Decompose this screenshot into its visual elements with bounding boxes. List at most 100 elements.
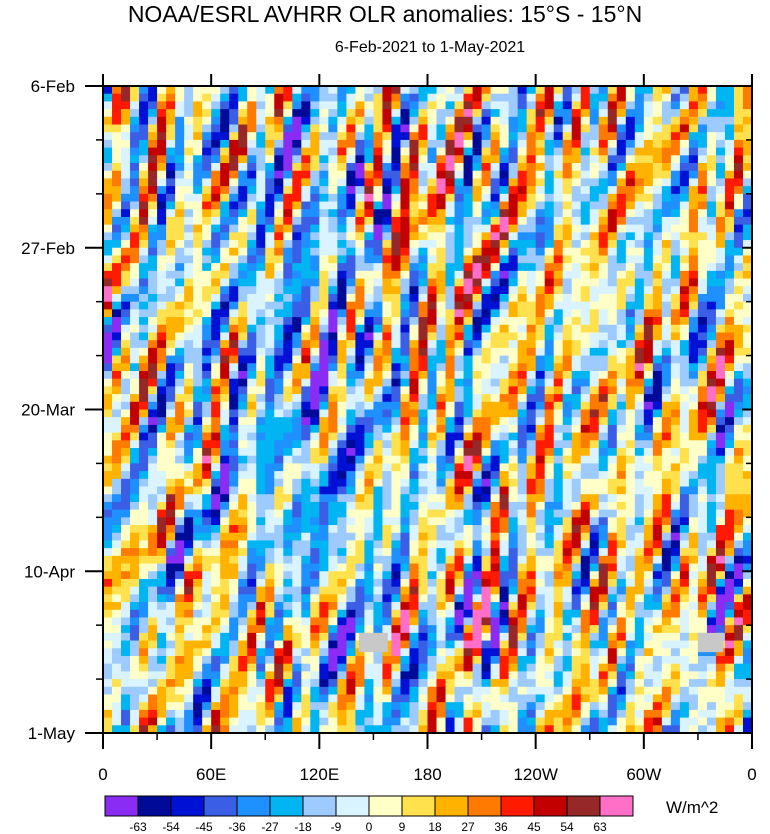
field-cell [598, 132, 609, 141]
field-cell [643, 240, 654, 249]
field-cell [202, 455, 212, 465]
field-cell [148, 209, 158, 218]
field-cell [355, 432, 365, 441]
field-cell [715, 532, 726, 542]
field-cell [580, 232, 591, 241]
field-cell [679, 455, 690, 465]
field-cell [292, 93, 302, 102]
field-cell [265, 86, 275, 95]
field-cell [625, 124, 636, 133]
field-cell [634, 155, 645, 164]
field-cell [454, 509, 465, 518]
field-cell [211, 216, 221, 226]
field-cell [373, 363, 384, 372]
field-cell [553, 293, 564, 303]
field-cell [418, 586, 429, 595]
field-cell [589, 471, 600, 480]
field-cell [337, 455, 347, 465]
field-cell [148, 494, 158, 503]
field-cell [490, 332, 501, 341]
field-cell [265, 109, 275, 118]
field-cell [499, 455, 510, 465]
field-cell [364, 594, 375, 603]
field-cell [418, 109, 429, 118]
field-cell [265, 132, 275, 141]
field-cell [454, 116, 465, 126]
field-cell [148, 417, 158, 426]
field-cell [688, 540, 699, 549]
field-cell [346, 101, 356, 110]
field-cell [697, 409, 708, 418]
field-cell [121, 209, 131, 218]
field-cell [481, 440, 492, 449]
field-cell [301, 571, 311, 580]
field-cell [598, 340, 609, 349]
field-cell [400, 178, 411, 187]
field-cell [382, 340, 393, 349]
field-cell [724, 286, 735, 295]
field-cell [499, 224, 510, 233]
field-cell [265, 124, 275, 133]
field-cell [517, 101, 528, 110]
field-cell [589, 247, 600, 257]
field-cell [634, 594, 645, 603]
field-cell [706, 548, 717, 557]
field-cell [265, 594, 275, 603]
field-cell [211, 417, 221, 426]
field-cell [220, 324, 230, 334]
field-cell [301, 555, 311, 565]
field-cell [445, 247, 456, 257]
field-cell [616, 594, 627, 603]
field-cell [346, 463, 356, 472]
field-cell [715, 116, 726, 126]
field-cell [643, 494, 654, 503]
field-cell [301, 324, 311, 334]
field-cell [670, 532, 681, 542]
field-cell [580, 370, 591, 380]
field-cell [373, 448, 384, 457]
field-cell [319, 132, 329, 141]
field-cell [598, 563, 609, 572]
field-cell [238, 494, 248, 503]
field-cell [121, 332, 131, 341]
field-cell [103, 594, 113, 603]
field-cell [364, 370, 375, 380]
field-cell [238, 178, 248, 187]
field-cell [517, 563, 528, 572]
field-cell [436, 263, 447, 272]
field-cell [661, 224, 672, 233]
field-cell [508, 209, 519, 218]
field-cell [742, 139, 753, 149]
field-cell [283, 347, 293, 357]
field-cell [436, 386, 447, 395]
field-cell [454, 340, 465, 349]
field-cell [427, 286, 438, 295]
field-cell [571, 602, 582, 611]
field-cell [715, 555, 726, 565]
field-cell [616, 132, 627, 141]
field-cell [130, 170, 140, 180]
field-cell [490, 324, 501, 334]
field-cell [643, 116, 654, 126]
field-cell [409, 370, 420, 380]
field-cell [715, 602, 726, 611]
field-cell [373, 247, 384, 257]
field-cell [112, 263, 122, 272]
field-cell [490, 471, 501, 480]
field-cell [364, 309, 375, 318]
field-cell [616, 602, 627, 611]
field-cell [490, 286, 501, 295]
field-cell [679, 578, 690, 588]
field-cell [661, 563, 672, 572]
field-cell [517, 116, 528, 126]
field-cell [355, 193, 365, 203]
field-cell [256, 448, 266, 457]
field-cell [409, 394, 420, 403]
field-cell [130, 340, 140, 349]
field-cell [265, 193, 275, 203]
field-cell [679, 263, 690, 272]
field-cell [283, 116, 293, 126]
field-cell [112, 578, 122, 588]
field-cell [193, 378, 203, 387]
field-cell [238, 224, 248, 233]
